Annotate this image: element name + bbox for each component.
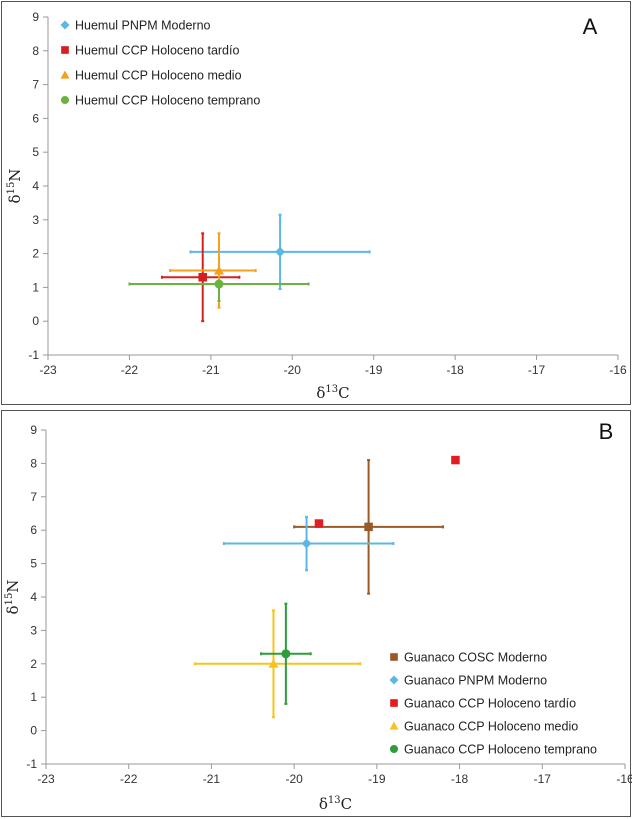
chart-b-x-tick-label: -21 (203, 772, 221, 786)
chart-b-series-4-point (268, 658, 279, 668)
chart-a-series-1-point (198, 273, 207, 282)
chart-a-x-tick-label: -22 (121, 363, 139, 377)
chart-b-panel-letter: B (599, 419, 614, 444)
chart-b-y-tick-label: -1 (26, 757, 37, 771)
chart-b-legend-label-2: Guanaco CCP Holoceno tardío (404, 697, 576, 711)
chart-b-legend: Guanaco COSC Moderno Guanaco PNPM Moderno… (389, 651, 597, 757)
chart-b-series-3-point (451, 455, 460, 465)
chart-b-y-tick-label: 1 (30, 690, 37, 704)
chart-b-y-tick-label: 6 (30, 523, 37, 537)
chart-a-y-tick-label: 2 (32, 247, 39, 261)
chart-b-x-tick-label: -18 (451, 772, 469, 786)
chart-a-legend-label-0: Huemul PNPM Moderno (75, 19, 211, 33)
chart-a-svg: -23 -22 -21 -20 -19 -18 -17 -16 -1 0 1 2 3 4 5 6 7 8 9 δ13C… (6, 10, 627, 402)
chart-b-legend-marker-0 (390, 653, 398, 661)
chart-a-y-tick-label: 0 (32, 314, 39, 328)
chart-a-y-tick-label: 5 (32, 145, 39, 159)
chart-a-x-tick-label: -21 (202, 363, 220, 377)
chart-b-svg: -23 -22 -21 -20 -19 -18 -17 -16 -1 0 1 2 3 4 5 6 7 8 9 δ13C… (4, 419, 632, 813)
chart-b-legend-label-4: Guanaco CCP Holoceno temprano (404, 743, 597, 757)
chart-a-x-tick-label: -19 (365, 363, 383, 377)
chart-a-y-tick-label: 8 (32, 44, 39, 58)
chart-a-y-tick-label: -1 (28, 348, 39, 362)
chart-b-series-5-point (281, 649, 291, 659)
chart-b-y-tick-label: 2 (30, 657, 37, 671)
chart-b-y-tick-label: 0 (30, 724, 37, 738)
chart-a-legend-label-1: Huemul CCP Holoceno tardío (75, 44, 239, 58)
chart-a-legend-marker-1 (61, 46, 69, 54)
chart-b-x-tick-label: -19 (368, 772, 386, 786)
chart-a-x-tick-label: -23 (39, 363, 57, 377)
chart-b-y-tick-label: 9 (30, 423, 37, 437)
chart-a-legend-marker-3 (60, 95, 70, 105)
chart-a-y-tick-label: 3 (32, 213, 39, 227)
chart-a-series-0-point (275, 246, 286, 257)
chart-a-x-tick-label: -16 (609, 363, 627, 377)
chart-a-legend-marker-0 (60, 20, 70, 30)
chart-b-x-tick-label: -16 (616, 772, 632, 786)
chart-a-x-tick-label: -18 (446, 363, 464, 377)
chart-a-x-tick-label: -20 (284, 363, 302, 377)
panel-a: -23 -22 -21 -20 -19 -18 -17 -16 -1 0 1 2 3 4 5 6 7 8 9 δ13C… (1, 1, 631, 405)
chart-b-series-2-point (314, 519, 324, 528)
chart-b-legend-label-3: Guanaco CCP Holoceno medio (404, 720, 578, 734)
chart-a-series-2-point (214, 265, 224, 275)
chart-a-legend: Huemul PNPM Moderno Huemul CCP Holoceno t… (60, 19, 260, 108)
chart-a-y-tick-label: 7 (32, 78, 39, 92)
chart-b-series-1-point (301, 538, 312, 549)
chart-a-legend-label-3: Huemul CCP Holoceno temprano (75, 94, 260, 108)
chart-a-y-tick-label: 1 (32, 280, 39, 294)
chart-b-legend-marker-4 (389, 744, 399, 754)
chart-a-series-2 (169, 232, 257, 309)
chart-b-series-4 (193, 609, 362, 719)
chart-b-legend-label-1: Guanaco PNPM Moderno (404, 674, 547, 688)
chart-b-x-tick-label: -20 (285, 772, 303, 786)
chart-b-y-tick-label: 5 (30, 557, 37, 571)
chart-a-y-tick-label: 9 (32, 10, 39, 24)
chart-a-x-axis-label: δ13C (316, 384, 349, 402)
chart-b-y-tick-label: 8 (30, 456, 37, 470)
chart-b-legend-marker-1 (389, 675, 399, 685)
chart-b-x-tick-label: -17 (534, 772, 552, 786)
chart-a-y-tick-label: 4 (32, 179, 39, 193)
chart-a-x-tick-label: -17 (528, 363, 546, 377)
chart-b-legend-label-0: Guanaco COSC Moderno (404, 651, 547, 665)
chart-b-legend-marker-3 (389, 721, 399, 730)
chart-a-legend-marker-2 (60, 70, 70, 79)
chart-b-y-axis-label: δ15N (4, 580, 22, 615)
chart-a-y-tick-label: 6 (32, 111, 39, 125)
chart-a-panel-letter: A (583, 14, 598, 39)
panel-b: -23 -22 -21 -20 -19 -18 -17 -16 -1 0 1 2 3 4 5 6 7 8 9 δ13C… (1, 410, 632, 817)
chart-a-legend-label-2: Huemul CCP Holoceno medio (75, 69, 242, 83)
chart-b-series-0-point (364, 522, 373, 532)
chart-b-y-tick-label: 4 (30, 590, 37, 604)
chart-b-legend-marker-2 (390, 699, 398, 707)
chart-b-x-tick-label: -22 (120, 772, 138, 786)
chart-b-y-tick-label: 7 (30, 490, 37, 504)
chart-b-y-tick-label: 3 (30, 623, 37, 637)
chart-b-x-tick-label: -23 (37, 772, 55, 786)
chart-b-x-axis-label: δ13C (319, 795, 352, 813)
chart-a-y-axis-label: δ15N (6, 169, 24, 204)
chart-a-series-3-point (214, 279, 224, 289)
